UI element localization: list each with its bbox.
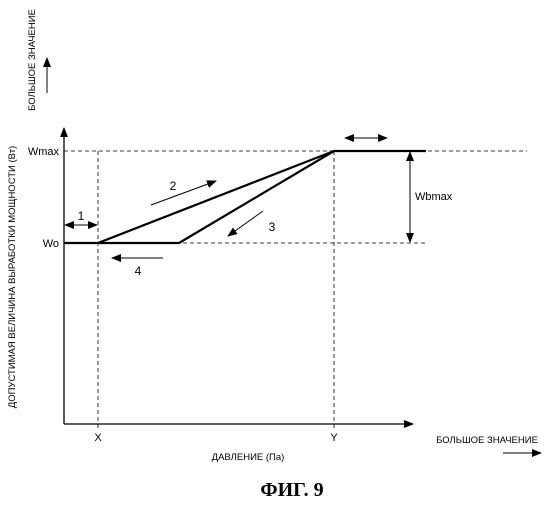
tick-wmax: Wmax <box>28 146 60 158</box>
rising-line-2 <box>98 151 334 243</box>
figure-caption: ФИГ. 9 <box>260 479 323 500</box>
y-axis-title: ДОПУСТИМАЯ ВЕЛИЧИНА ВЫРАБОТКИ МОЩНОСТИ (… <box>7 146 18 408</box>
y-axis-direction-label: БОЛЬШОЕ ЗНАЧЕНИЕ <box>27 9 38 111</box>
arrow-3 <box>228 211 263 236</box>
tick-wo: Wo <box>43 238 59 250</box>
tick-x: X <box>94 432 102 444</box>
falling-line-3 <box>179 151 334 243</box>
label-4: 4 <box>135 264 142 278</box>
label-wbmax: Wbmax <box>415 191 453 203</box>
tick-y: Y <box>330 432 338 444</box>
label-3: 3 <box>269 220 276 234</box>
x-axis-direction-label: БОЛЬШОЕ ЗНАЧЕНИЕ <box>436 435 538 446</box>
x-axis-title: ДАВЛЕНИЕ (Па) <box>212 452 285 463</box>
label-2: 2 <box>170 179 177 193</box>
label-1: 1 <box>78 209 85 223</box>
